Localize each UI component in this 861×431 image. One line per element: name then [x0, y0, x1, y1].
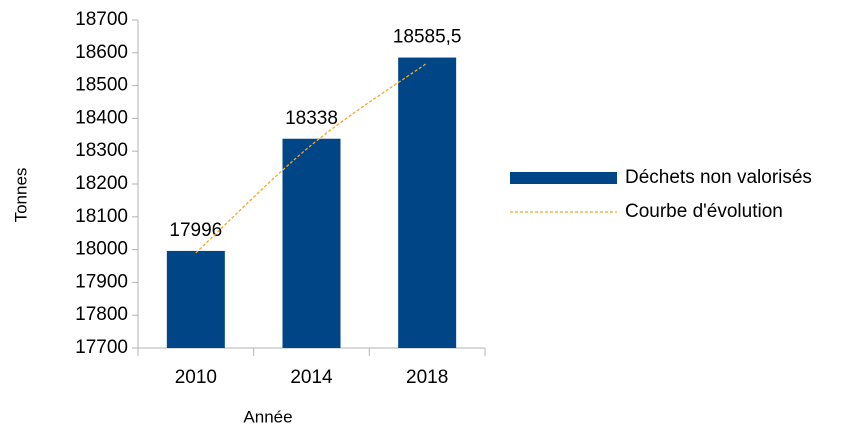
y-tick-label: 17700 [75, 337, 128, 358]
legend-label: Courbe d'évolution [625, 201, 783, 222]
y-tick-label: 18100 [75, 206, 128, 227]
data-label: 18338 [285, 108, 338, 129]
bar [398, 57, 457, 348]
x-tick-label: 2014 [290, 367, 333, 388]
data-label: 17996 [169, 220, 222, 241]
y-axis-label: Tonnes [11, 168, 30, 223]
y-tick-label: 18700 [75, 9, 128, 30]
y-tick-label: 18400 [75, 107, 128, 128]
legend-label: Déchets non valorisés [625, 167, 812, 188]
legend-swatch [510, 172, 617, 184]
data-label: 18585,5 [393, 27, 462, 48]
x-tick-label: 2018 [406, 367, 448, 388]
y-tick-label: 18500 [75, 75, 128, 96]
x-tick-label: 2010 [175, 367, 217, 388]
y-tick-label: 18000 [75, 239, 128, 260]
y-tick-label: 17900 [75, 271, 128, 292]
y-tick-label: 18200 [75, 173, 128, 194]
y-tick-label: 17800 [75, 304, 128, 325]
trend-line [195, 62, 428, 254]
bar [282, 138, 341, 348]
bar [166, 250, 225, 348]
x-axis-label: Année [243, 407, 292, 426]
y-tick-label: 18300 [75, 140, 128, 161]
y-tick-label: 18600 [75, 42, 128, 63]
